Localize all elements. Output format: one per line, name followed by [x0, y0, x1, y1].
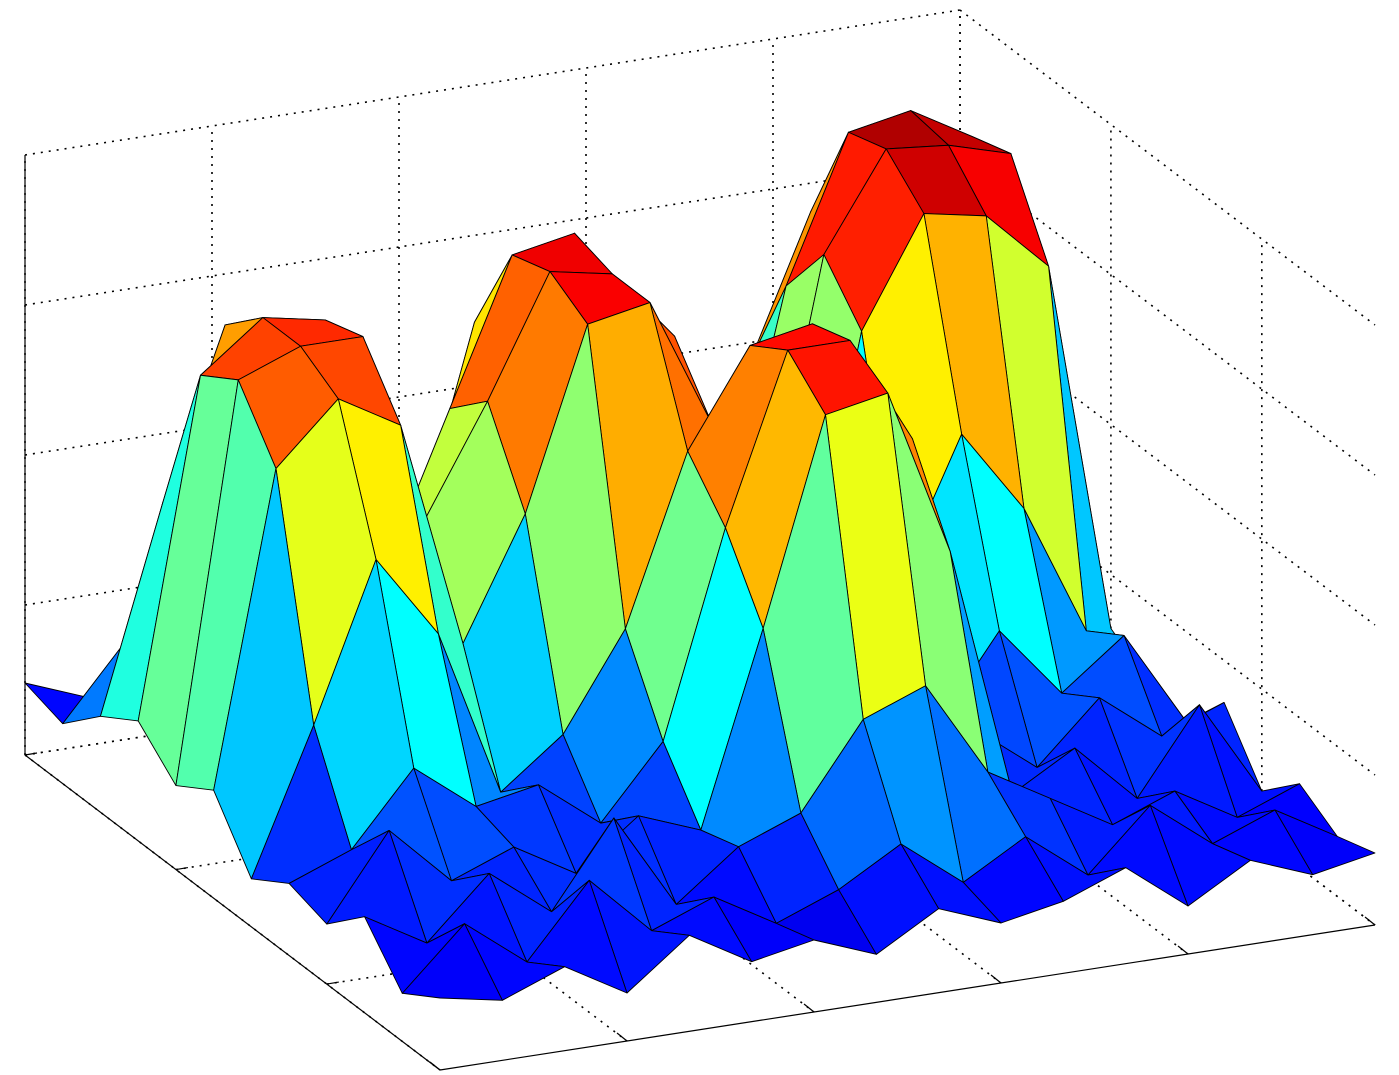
tick-mark: [990, 974, 1002, 984]
grid-line: [24, 9, 961, 156]
tick-mark: [1364, 916, 1376, 926]
tick-mark: [1177, 945, 1189, 955]
tick-mark: [175, 866, 189, 871]
grid-line: [24, 159, 961, 306]
tick-mark: [326, 981, 339, 985]
tick-mark: [803, 1003, 815, 1013]
tick-mark: [616, 1032, 628, 1042]
surface-patch: [401, 923, 503, 1001]
tick-mark: [24, 752, 38, 756]
axis-line: [24, 754, 441, 1071]
axis-line: [439, 924, 1376, 1071]
tick-mark: [429, 1061, 441, 1071]
